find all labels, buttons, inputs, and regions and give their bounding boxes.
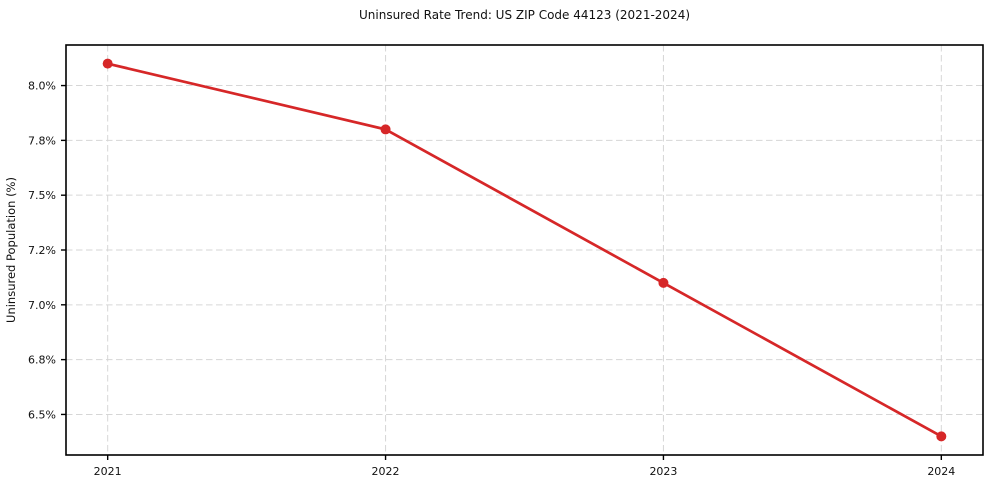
y-tick-label: 7.2% <box>28 244 56 257</box>
x-tick-label: 2021 <box>94 465 122 478</box>
data-point <box>380 124 391 135</box>
axes-spines <box>65 44 984 456</box>
trend-line <box>106 62 943 438</box>
x-tick-label: 2023 <box>649 465 677 478</box>
y-tick-label: 6.5% <box>28 408 56 421</box>
y-tick-label: 7.5% <box>28 189 56 202</box>
data-point <box>102 58 113 69</box>
y-tick-label: 7.8% <box>28 134 56 147</box>
chart-title: Uninsured Rate Trend: US ZIP Code 44123 … <box>358 8 691 22</box>
y-tick-label: 7.0% <box>28 299 56 312</box>
y-tick-label: 8.0% <box>28 80 56 93</box>
data-point <box>936 431 947 442</box>
data-point <box>658 277 669 288</box>
y-tick-label: 6.8% <box>28 354 56 367</box>
x-tick-label: 2024 <box>927 465 955 478</box>
x-tick-label: 2022 <box>372 465 400 478</box>
